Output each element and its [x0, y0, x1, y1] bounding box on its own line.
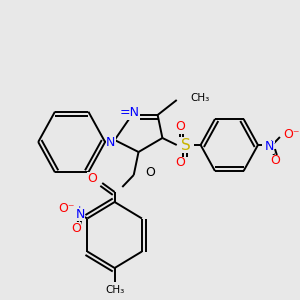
Text: N: N — [265, 140, 274, 154]
Text: +: + — [75, 205, 82, 214]
Text: O: O — [176, 157, 185, 169]
Text: CH₃: CH₃ — [190, 93, 209, 103]
Text: O: O — [71, 222, 81, 235]
Text: O⁻: O⁻ — [283, 128, 299, 142]
Text: O⁻: O⁻ — [58, 202, 75, 215]
Text: =N: =N — [120, 106, 140, 119]
Text: +: + — [268, 139, 275, 148]
Text: O: O — [270, 154, 280, 167]
Text: O: O — [87, 172, 97, 184]
Text: CH₃: CH₃ — [105, 285, 124, 295]
Text: S: S — [182, 137, 191, 152]
Text: N: N — [76, 208, 85, 221]
Text: N: N — [106, 136, 116, 148]
Text: O: O — [145, 167, 155, 179]
Text: O: O — [176, 121, 185, 134]
